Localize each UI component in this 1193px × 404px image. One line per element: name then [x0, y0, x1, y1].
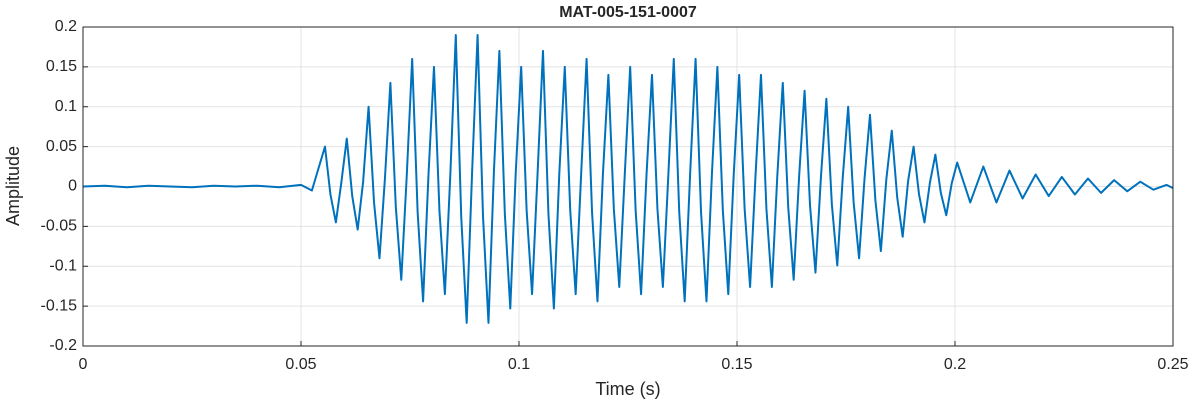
x-axis-label: Time (s) — [595, 379, 660, 399]
x-tick-label: 0.05 — [285, 356, 316, 373]
x-tick-label: 0.2 — [944, 356, 966, 373]
y-tick-label: -0.1 — [49, 257, 77, 274]
y-tick-label: 0.2 — [55, 18, 77, 35]
x-tick-label: 0.15 — [721, 356, 752, 373]
y-tick-label: 0 — [68, 178, 77, 195]
x-tick-label: 0.1 — [508, 356, 530, 373]
y-tick-label: 0.05 — [46, 138, 77, 155]
x-tick-label: 0.25 — [1157, 356, 1188, 373]
plot-frame — [82, 26, 1174, 347]
y-tick-label: 0.15 — [46, 58, 77, 75]
grid — [82, 26, 1174, 347]
y-tick-label: -0.15 — [41, 297, 78, 314]
y-tick-label: 0.1 — [55, 98, 77, 115]
x-tick-label: 0 — [79, 356, 88, 373]
y-tick-label: -0.2 — [49, 337, 77, 354]
y-axis-label: Amplitude — [3, 146, 23, 226]
waveform-line — [82, 33, 1174, 324]
y-tick-label: -0.05 — [41, 218, 78, 235]
chart-title: MAT-005-151-0007 — [559, 4, 697, 21]
